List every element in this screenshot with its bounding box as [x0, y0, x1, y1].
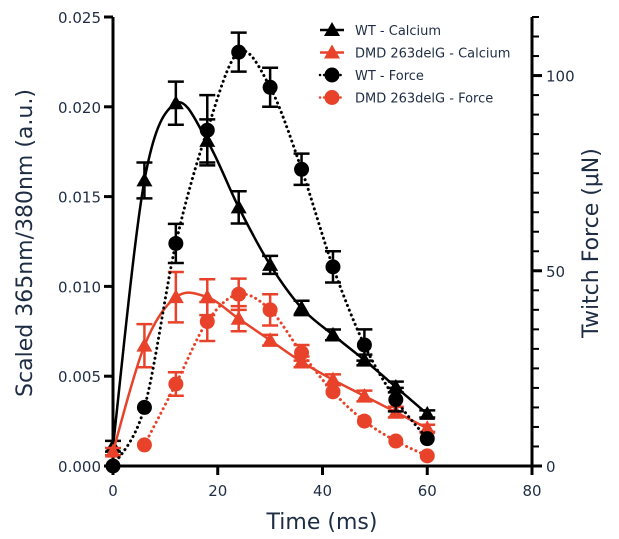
data-point — [105, 458, 121, 474]
legend-label: DMD 263delG - Force — [355, 92, 493, 107]
data-point — [356, 387, 373, 402]
data-point — [136, 437, 152, 453]
data-point — [293, 299, 310, 314]
data-point — [167, 95, 184, 110]
y-tick-label: 0.015 — [58, 189, 101, 207]
plot-area — [105, 31, 436, 474]
data-point — [294, 161, 310, 177]
data-point — [136, 399, 152, 415]
data-point — [168, 376, 184, 392]
series-wt-calcium — [105, 80, 436, 453]
y2-tick-label: 100 — [546, 68, 575, 86]
data-point — [387, 378, 404, 393]
y-tick-label: 0.000 — [58, 458, 101, 476]
series-wt-force — [105, 31, 435, 474]
data-point — [419, 448, 435, 464]
legend-item: WT - Calcium — [320, 22, 441, 39]
data-point — [199, 289, 216, 304]
x-tick-label: 0 — [108, 482, 118, 500]
y-tick-label: 0.010 — [58, 278, 101, 296]
data-point — [168, 235, 184, 251]
data-point — [199, 314, 215, 330]
data-point — [324, 371, 341, 386]
axes: 0 20 40 60 80 0.000 0.005 0.010 0.015 0.020 0.025 0… — [58, 9, 575, 500]
data-point — [325, 259, 341, 275]
legend-marker — [324, 44, 340, 59]
legend-item: DMD 263delG - Force — [318, 90, 493, 107]
legend-marker — [324, 90, 340, 105]
x-axis-label: Time (ms) — [266, 510, 378, 535]
data-point — [356, 413, 372, 429]
legend-item: WT - Force — [318, 67, 424, 84]
y-tick-label: 0.025 — [58, 9, 101, 27]
data-point — [136, 172, 153, 187]
data-point — [199, 122, 215, 138]
legend-label: WT - Force — [355, 69, 424, 84]
data-point — [231, 44, 247, 60]
legend-marker — [324, 22, 340, 36]
data-point — [262, 332, 279, 347]
data-point — [325, 384, 341, 400]
legend-label: DMD 263delG - Calcium — [355, 47, 510, 62]
x-tick-label: 40 — [313, 482, 332, 500]
data-point — [419, 405, 436, 420]
data-point — [230, 310, 247, 325]
series-line — [111, 49, 429, 468]
data-point — [388, 392, 404, 408]
data-point — [262, 256, 279, 271]
y2-axis-label: Twitch Force (μN) — [579, 148, 604, 339]
y2-tick-label: 0 — [546, 458, 556, 476]
data-point — [262, 302, 278, 318]
data-point — [356, 337, 372, 353]
x-tick-label: 20 — [208, 482, 227, 500]
data-point — [419, 420, 436, 435]
data-point — [105, 443, 121, 458]
legend-marker — [324, 67, 340, 83]
data-point — [324, 326, 341, 341]
legend: WT - Calcium DMD 263delG - Calcium WT - Fo… — [318, 22, 510, 107]
series-line — [142, 292, 429, 458]
y-axis-label: Scaled 365nm/380nm (a.u.) — [13, 89, 38, 397]
data-point — [419, 431, 435, 447]
data-point — [294, 345, 310, 361]
legend-label: WT - Calcium — [355, 24, 441, 39]
data-point — [262, 79, 278, 95]
data-point — [136, 337, 153, 352]
series-dmd-263delg-force — [136, 277, 435, 464]
data-point — [167, 289, 184, 304]
x-tick-label: 80 — [522, 482, 541, 500]
x-tick-label: 60 — [418, 482, 437, 500]
legend-item: DMD 263delG - Calcium — [320, 44, 510, 62]
y2-tick-label: 50 — [546, 263, 565, 281]
data-point — [230, 199, 247, 214]
y-tick-label: 0.005 — [58, 368, 101, 386]
data-point — [388, 433, 404, 449]
y-tick-label: 0.020 — [58, 99, 101, 117]
data-point — [231, 286, 247, 302]
